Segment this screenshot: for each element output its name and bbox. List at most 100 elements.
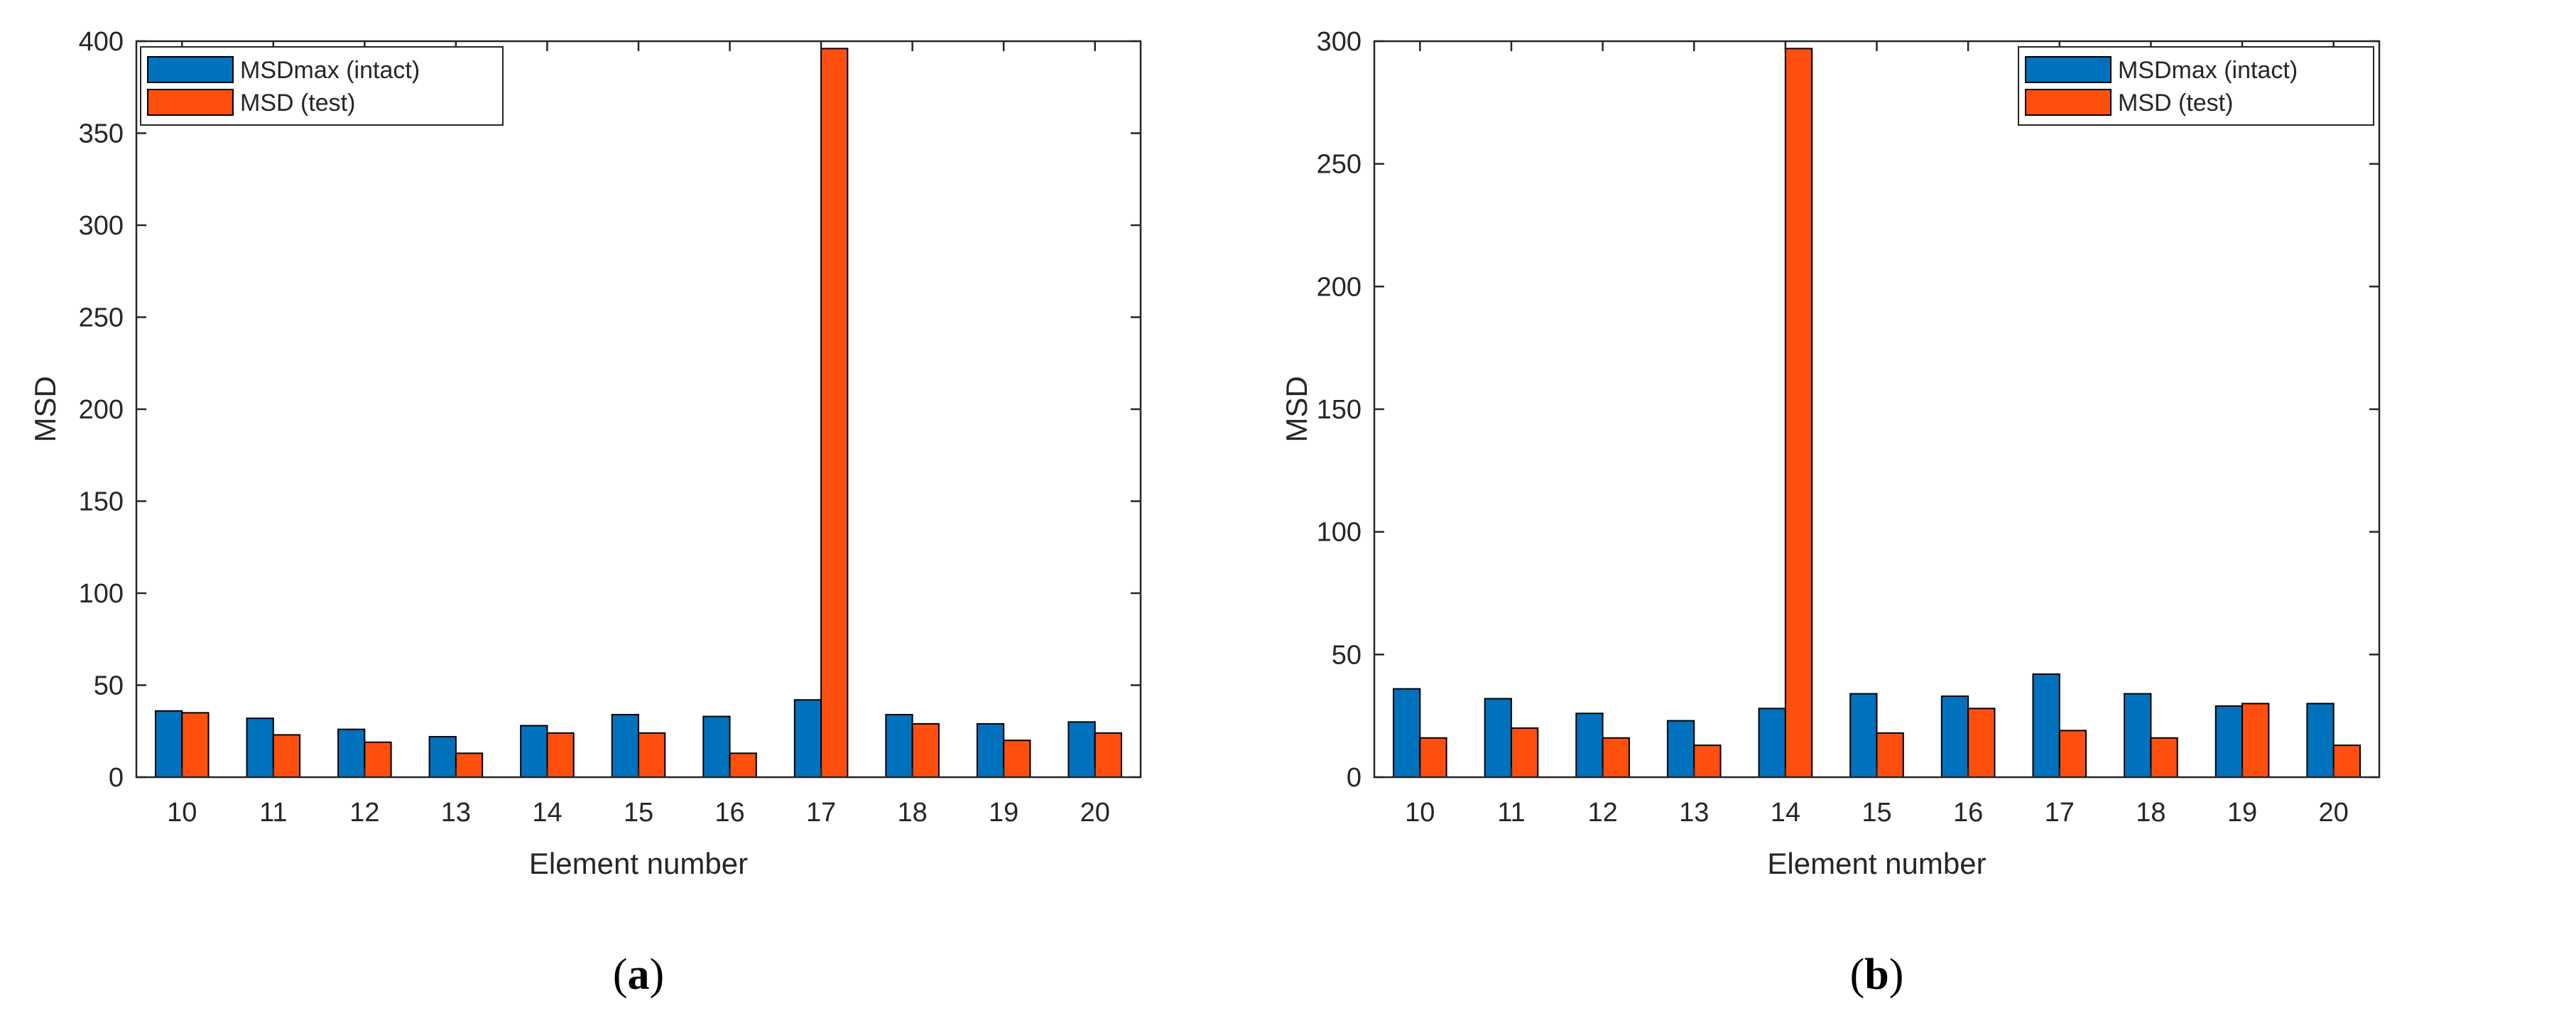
bar-19-test [1003, 740, 1031, 778]
bar-15-intact [611, 713, 639, 778]
x-tick-label: 15 [624, 798, 653, 828]
y-tick-label: 300 [79, 211, 124, 241]
bar-12-intact [1575, 713, 1604, 778]
bar-11-intact [1484, 698, 1512, 779]
x-tick-label: 18 [2136, 798, 2165, 828]
y-tick-label: 200 [79, 395, 124, 425]
x-tick-label: 11 [259, 798, 287, 828]
bar-10-intact [1393, 688, 1421, 778]
bar-14-intact [520, 725, 548, 778]
legend-label-test: MSD (test) [240, 90, 355, 117]
x-tick-label: 14 [1771, 798, 1800, 828]
bar-15-test [638, 732, 666, 778]
y-axis-label: MSD [1280, 376, 1313, 442]
y-tick-label: 100 [1317, 518, 1362, 548]
y-tick-label: 250 [79, 303, 124, 333]
bar-17-test [820, 48, 849, 779]
y-tick-label: 100 [79, 579, 124, 609]
y-tick-label: 200 [1317, 272, 1362, 302]
x-tick-label: 16 [714, 798, 744, 828]
bar-16-test [729, 752, 757, 778]
bar-20-test [2332, 744, 2361, 779]
bar-20-test [1094, 732, 1123, 778]
x-tick-label: 12 [1587, 798, 1617, 828]
legend: MSDmax (intact) MSD (test) [2018, 46, 2374, 126]
bar-19-intact [976, 722, 1005, 779]
bar-20-intact [1067, 721, 1096, 778]
x-tick-label: 13 [1679, 798, 1709, 828]
chart-panel-a: 10 11 12 13 14 15 16 17 18 19 20050100150200250300… [28, 27, 1142, 999]
x-axis-label: Element number [1767, 847, 1986, 880]
y-tick-label: 400 [79, 27, 124, 57]
bar-14-test [1784, 48, 1813, 779]
bar-11-test [272, 734, 301, 779]
x-tick-label: 12 [349, 798, 379, 828]
x-tick-label: 20 [2319, 798, 2349, 828]
x-tick-label: 19 [2227, 798, 2257, 828]
bar-15-test [1876, 732, 1904, 778]
bar-13-test [455, 752, 484, 778]
bar-10-test [181, 712, 210, 778]
legend-label-test: MSD (test) [2118, 90, 2233, 117]
bar-18-test [911, 722, 940, 779]
bar-14-intact [1758, 708, 1786, 778]
panel-label: (b) [1850, 951, 1904, 999]
panel-label: (a) [613, 951, 664, 999]
bar-18-intact [885, 713, 913, 778]
legend-swatch-test [147, 89, 234, 116]
x-tick-label: 16 [1953, 798, 1983, 828]
bar-12-test [364, 741, 392, 779]
bar-17-intact [793, 699, 822, 778]
bar-12-intact [337, 728, 366, 779]
panel-label-letter: a [628, 951, 650, 999]
plot-frame [135, 40, 1142, 779]
y-tick-label: 150 [79, 487, 124, 517]
y-axis-label: MSD [28, 376, 62, 442]
x-tick-label: 11 [1497, 798, 1525, 828]
x-tick-label: 10 [167, 798, 197, 828]
bar-12-test [1602, 737, 1630, 779]
bar-16-test [1967, 708, 1996, 778]
bar-10-test [1419, 737, 1447, 779]
bar-13-intact [428, 736, 457, 779]
bar-13-intact [1666, 720, 1695, 778]
y-tick-label: 250 [1317, 150, 1362, 180]
x-tick-label: 17 [2045, 798, 2075, 828]
bar-11-test [1510, 727, 1539, 779]
y-tick-label: 150 [1317, 395, 1362, 425]
x-tick-label: 20 [1080, 798, 1110, 828]
bar-13-test [1693, 744, 1722, 779]
x-tick-label: 17 [806, 798, 836, 828]
legend-swatch-test [2025, 89, 2112, 116]
bar-17-intact [2032, 673, 2060, 779]
x-tick-label: 15 [1862, 798, 1891, 828]
legend-label-intact: MSDmax (intact) [2118, 57, 2298, 84]
bar-19-intact [2214, 705, 2244, 778]
chart-panel-b: 10 11 12 13 14 15 16 17 18 19 20050100150200250300… [1280, 27, 2381, 999]
bar-20-intact [2306, 703, 2335, 779]
x-tick-label: 10 [1405, 798, 1435, 828]
x-tick-label: 19 [989, 798, 1018, 828]
bar-19-test [2241, 703, 2270, 779]
x-axis-label: Element number [529, 847, 748, 880]
bar-16-intact [1940, 695, 1969, 778]
x-tick-label: 13 [441, 798, 471, 828]
x-tick-label: 18 [897, 798, 927, 828]
y-tick-label: 50 [94, 671, 124, 701]
legend-swatch-intact [147, 56, 234, 83]
bar-14-test [546, 732, 575, 778]
y-tick-label: 0 [1347, 763, 1362, 793]
bar-11-intact [246, 718, 274, 778]
bar-18-test [2150, 737, 2178, 779]
legend: MSDmax (intact) MSD (test) [140, 46, 504, 126]
bar-10-intact [154, 710, 183, 779]
y-tick-label: 300 [1317, 27, 1362, 57]
y-tick-label: 350 [79, 119, 124, 149]
x-tick-label: 14 [532, 798, 562, 828]
y-tick-label: 0 [109, 763, 124, 793]
bar-18-intact [2124, 693, 2152, 778]
bar-17-test [2058, 730, 2087, 779]
panel-label-letter: b [1864, 951, 1888, 999]
bar-15-intact [1849, 693, 1878, 778]
plot-frame [1373, 40, 2381, 779]
